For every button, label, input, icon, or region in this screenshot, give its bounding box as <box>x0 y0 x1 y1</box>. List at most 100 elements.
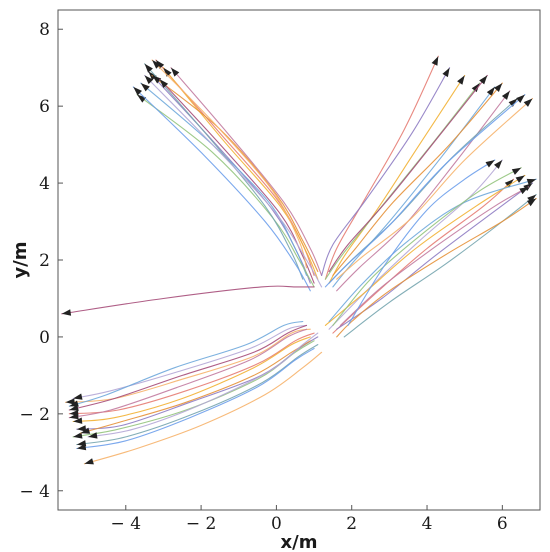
y-tick-label: 6 <box>39 97 50 117</box>
trajectory-end-marker <box>69 412 79 420</box>
trajectory-end-marker <box>504 179 514 188</box>
trajectory-end-marker <box>144 75 154 85</box>
trajectory-end-marker <box>69 404 79 411</box>
trajectory-end-marker <box>73 417 83 424</box>
trajectory-end-marker <box>144 63 153 73</box>
trajectory-line <box>144 63 304 280</box>
trajectory-end-marker <box>133 86 142 96</box>
trajectory-line <box>328 74 488 273</box>
trajectory-end-marker <box>163 67 172 77</box>
trajectory-end-marker <box>73 432 83 439</box>
trajectory-line <box>144 74 323 288</box>
trajectory-end-marker <box>73 393 83 400</box>
trajectory-end-marker <box>65 398 75 405</box>
trajectory-line <box>336 97 534 280</box>
trajectory-line <box>76 336 319 430</box>
trajectory-line <box>324 94 526 288</box>
trajectory-end-marker <box>442 67 450 78</box>
trajectory-end-marker <box>76 443 87 451</box>
trajectory-line <box>151 59 308 269</box>
trajectory-end-marker <box>519 186 529 195</box>
trajectory-end-marker <box>431 56 439 66</box>
y-tick-label: 4 <box>39 174 50 194</box>
trajectory-end-marker <box>159 79 169 88</box>
series-layer <box>61 55 537 465</box>
y-tick-label: − 2 <box>20 405 50 425</box>
trajectory-end-marker <box>479 75 488 85</box>
trajectory-line <box>336 90 511 292</box>
trajectory-line <box>328 178 537 323</box>
trajectory-line <box>68 320 304 407</box>
trajectory-line <box>83 351 323 465</box>
trajectory-end-marker <box>152 60 161 69</box>
trajectory-line <box>68 328 308 419</box>
trajectory-end-marker <box>137 94 147 103</box>
trajectory-line <box>76 344 319 446</box>
trajectory-end-marker <box>80 427 91 434</box>
trajectory-end-marker <box>76 425 87 432</box>
trajectory-end-marker <box>152 75 162 84</box>
trajectory-end-marker <box>527 198 537 207</box>
trajectory-line <box>76 347 315 450</box>
y-tick-label: − 4 <box>20 482 50 502</box>
trajectory-line <box>332 178 515 334</box>
x-axis-label: x/m <box>281 532 318 552</box>
trajectory-end-marker <box>84 458 94 465</box>
trajectory-line <box>159 78 315 284</box>
trajectory-line <box>336 182 534 330</box>
trajectory-end-marker <box>485 160 495 168</box>
trajectory-end-marker <box>494 83 503 92</box>
trajectory-line <box>151 74 319 273</box>
y-tick-label: 8 <box>39 20 50 40</box>
trajectory-line <box>136 94 315 288</box>
trajectory-line <box>324 55 439 280</box>
y-axis-label: y/m <box>10 241 31 278</box>
trajectory-end-marker <box>501 90 510 100</box>
y-tick-label: 2 <box>39 251 50 271</box>
x-tick-label: − 4 <box>111 514 141 534</box>
trajectory-line <box>80 340 311 434</box>
trajectory-line <box>72 336 311 423</box>
trajectory-line <box>64 328 311 403</box>
tick-layer: − 4 − 2 0 2 4 6 − 4 − 2 0 2 4 6 8 <box>20 20 508 534</box>
trajectory-line <box>332 82 503 276</box>
trajectory-end-marker <box>140 83 150 92</box>
trajectory-line <box>328 159 503 330</box>
trajectory-end-marker <box>457 75 465 85</box>
trajectory-end-marker <box>88 432 98 439</box>
trajectory-end-marker <box>61 309 72 316</box>
trajectory-line <box>328 74 466 284</box>
trajectory-line <box>72 324 308 400</box>
x-tick-label: 2 <box>346 514 357 534</box>
trajectory-end-marker <box>515 175 525 183</box>
trajectory-end-marker <box>486 86 495 96</box>
plot-area: − 4 − 2 0 2 4 6 − 4 − 2 0 2 4 6 8 <box>20 9 541 534</box>
trajectory-end-marker <box>171 67 180 77</box>
trajectory-end-marker <box>69 400 79 407</box>
trajectory-line <box>347 159 496 326</box>
trajectory-line <box>132 86 311 292</box>
trajectory-line <box>324 174 526 326</box>
trajectory-end-marker <box>516 94 525 103</box>
trajectory-line <box>61 285 315 315</box>
trajectory-line <box>332 167 522 326</box>
x-tick-label: − 2 <box>186 514 216 534</box>
trajectory-end-marker <box>523 98 533 107</box>
trajectory-line <box>68 324 308 411</box>
x-tick-label: 0 <box>271 514 282 534</box>
x-tick-label: 4 <box>422 514 433 534</box>
y-tick-label: 0 <box>39 328 50 348</box>
x-tick-label: 6 <box>497 514 508 534</box>
trajectory-line <box>332 86 496 288</box>
trajectory-line <box>336 197 537 338</box>
trajectory-line <box>68 332 315 415</box>
trajectory-end-marker <box>526 178 537 185</box>
trajectory-end-marker <box>527 194 537 203</box>
trajectory-line <box>343 194 537 338</box>
trajectory-end-marker <box>508 98 518 107</box>
trajectory-line <box>321 67 451 276</box>
trajectory-end-marker <box>511 167 522 175</box>
trajectory-line <box>140 82 308 276</box>
trajectory-line <box>87 332 319 438</box>
